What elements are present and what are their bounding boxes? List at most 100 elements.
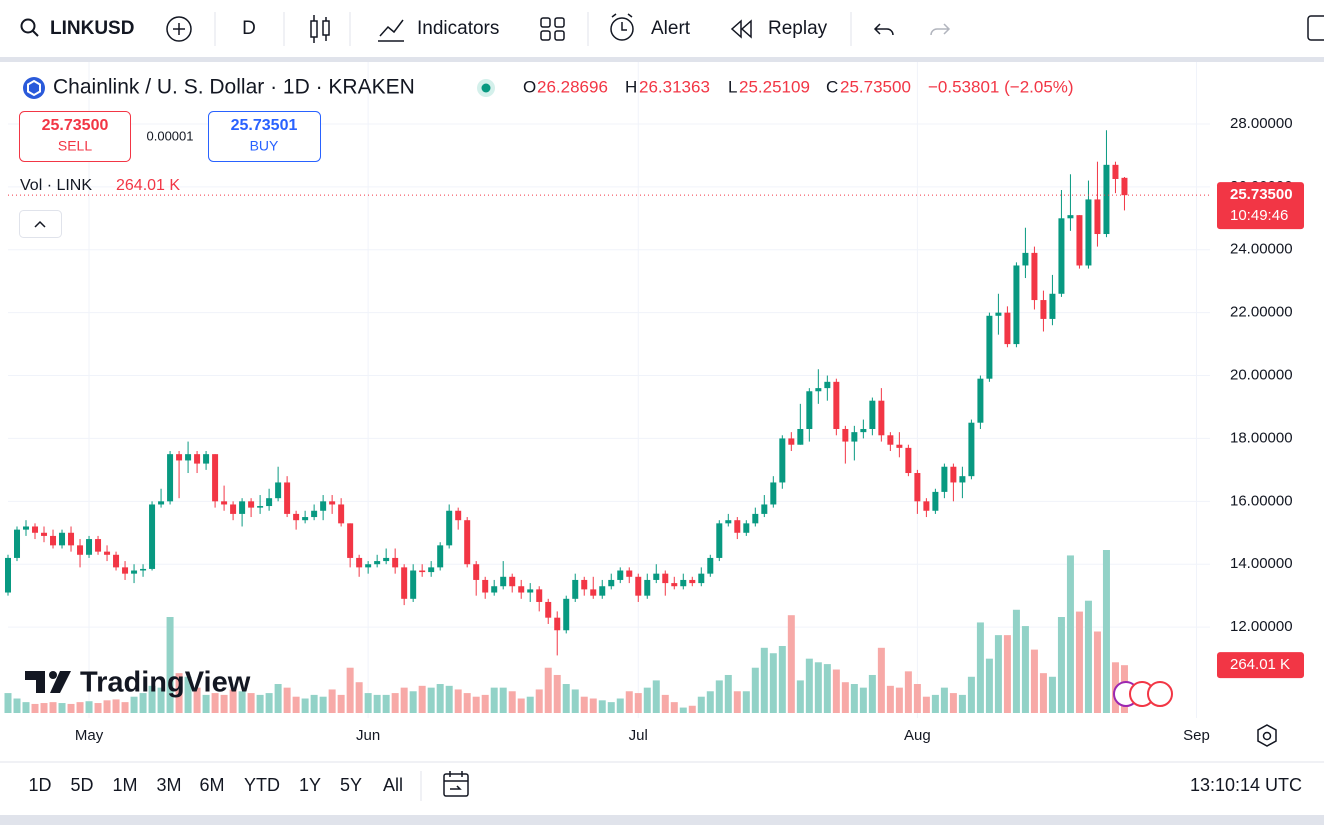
candle-body <box>806 391 813 429</box>
volume-bar <box>256 694 264 713</box>
candle-body <box>545 601 552 618</box>
ohlc-value: 26.28696 <box>537 77 608 96</box>
range-button[interactable]: All <box>383 775 403 795</box>
candle-body <box>221 501 228 505</box>
volume-bar <box>265 693 273 713</box>
volume-bar <box>418 685 426 713</box>
plus-icon <box>166 16 192 42</box>
volume-legend-value: 264.01 K <box>116 177 180 194</box>
volume-bar <box>283 687 291 713</box>
volume-bar <box>1039 673 1047 713</box>
candle-body <box>500 576 507 587</box>
replay-icon <box>730 19 752 39</box>
volume-bar <box>1084 600 1092 713</box>
candle-body <box>1112 164 1119 179</box>
compare-button[interactable] <box>166 16 192 42</box>
volume-bar <box>382 694 390 713</box>
range-button[interactable]: 1D <box>28 775 51 795</box>
volume-bar <box>1075 611 1083 713</box>
volume-bar <box>976 622 984 713</box>
volume-bar <box>499 687 507 713</box>
candle-body <box>761 504 768 514</box>
volume-bar <box>1093 631 1101 713</box>
range-buttons: 1D 5D 1M 3M 6M YTD 1Y 5Y All <box>28 775 403 795</box>
candle-body <box>437 545 444 568</box>
range-button[interactable]: YTD <box>244 775 280 795</box>
range-button[interactable]: 3M <box>156 775 181 795</box>
candle-body <box>554 617 561 631</box>
volume-bar <box>175 673 183 713</box>
buy-button[interactable]: 25.73501 BUY <box>208 111 321 162</box>
volume-bar <box>814 662 822 713</box>
range-button[interactable]: 5D <box>70 775 93 795</box>
collapse-legend-button[interactable] <box>19 210 62 238</box>
redo-button[interactable] <box>930 23 951 36</box>
candle-body <box>770 482 777 505</box>
volume-bar <box>274 684 282 713</box>
volume-bar <box>292 696 300 713</box>
volume-bar <box>40 703 48 713</box>
candle-body <box>599 586 606 596</box>
collapse-box <box>19 210 62 238</box>
volume-bar <box>895 687 903 713</box>
settings-button[interactable] <box>1257 724 1277 747</box>
candle-body <box>1031 252 1038 301</box>
volume-bar <box>607 702 615 713</box>
candle-body <box>320 501 327 511</box>
undo-button[interactable] <box>873 23 894 36</box>
volume-bar <box>850 684 858 713</box>
interval-button[interactable]: D <box>242 18 256 39</box>
event-icons[interactable] <box>1113 681 1173 707</box>
sell-button[interactable]: 25.73500 SELL <box>19 111 131 162</box>
goto-date-button[interactable] <box>443 771 469 797</box>
range-button[interactable]: 1M <box>112 775 137 795</box>
candle-body <box>59 532 66 546</box>
range-button[interactable]: 5Y <box>340 775 362 795</box>
candle-body <box>113 554 120 568</box>
chart-type-button[interactable] <box>310 15 330 43</box>
volume-bar <box>49 702 57 713</box>
volume-bar <box>823 664 831 713</box>
symbol: LINKUSD <box>50 18 134 39</box>
volume-bar <box>589 698 597 713</box>
candle-body <box>122 567 129 574</box>
candle-body <box>86 539 93 555</box>
candle-body <box>464 520 471 565</box>
candle-body <box>860 428 867 433</box>
templates-button[interactable] <box>540 17 565 41</box>
candle-body <box>617 570 624 580</box>
alert-button[interactable]: Alert <box>610 13 691 41</box>
replay-label: Replay <box>768 18 828 39</box>
layout-button[interactable] <box>1307 15 1324 41</box>
candle-body <box>266 498 273 507</box>
range-button[interactable]: 1Y <box>299 775 321 795</box>
volume-bar <box>634 693 642 713</box>
volume-bar <box>148 685 156 713</box>
candle-body <box>815 388 822 392</box>
volume-bar <box>625 691 633 713</box>
volume-bar <box>562 684 570 713</box>
market-status <box>481 83 491 93</box>
coin-icon <box>23 77 45 99</box>
symbol-search[interactable]: LINKUSD <box>20 18 135 39</box>
volume-bar <box>688 705 696 713</box>
volume-bar <box>157 687 165 713</box>
volume-bar <box>526 696 534 713</box>
candle-body <box>968 422 975 477</box>
candle-body <box>311 510 318 518</box>
replay-button[interactable]: Replay <box>730 18 828 39</box>
candle-body <box>203 454 210 464</box>
candle-body <box>959 476 966 483</box>
range-button[interactable]: 6M <box>199 775 224 795</box>
coin-icon <box>27 79 41 97</box>
volume-bar <box>355 682 363 713</box>
watermark: TradingView <box>25 667 251 699</box>
indicators-button[interactable]: Indicators <box>378 18 499 42</box>
volume-bar <box>508 691 516 713</box>
candle-body <box>428 567 435 573</box>
volume-bar <box>796 680 804 713</box>
sell-price: 25.73500 <box>42 117 109 134</box>
volume-bar <box>211 693 219 713</box>
candle-body <box>941 466 948 492</box>
search-icon <box>20 18 36 34</box>
